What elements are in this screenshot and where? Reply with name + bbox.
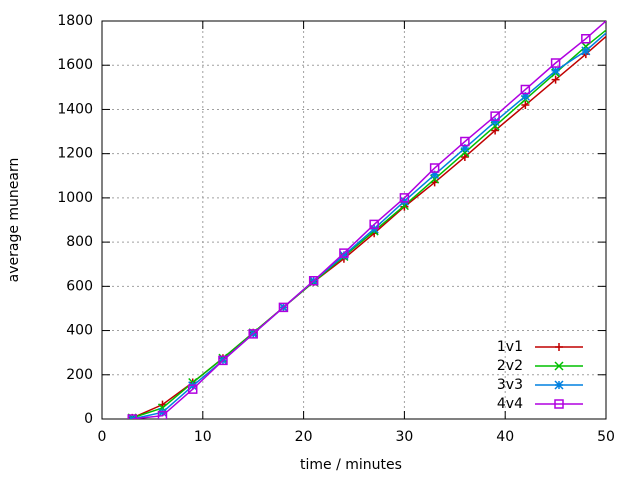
legend-label: 1v1 [497, 339, 523, 355]
y-axis-label: average munearn [6, 158, 22, 283]
point-marker [581, 33, 591, 44]
point-marker [490, 111, 500, 121]
point-marker [248, 329, 258, 339]
point-marker [612, 20, 620, 28]
point-marker [550, 58, 561, 68]
point-marker [218, 355, 228, 366]
point-marker [339, 250, 349, 260]
point-marker [521, 101, 530, 110]
point-marker [308, 276, 319, 286]
x-tick-label: 20 [295, 429, 313, 445]
point-marker [460, 143, 470, 153]
legend-marker [554, 399, 564, 409]
point-marker [430, 170, 440, 180]
point-marker [339, 248, 349, 258]
series-line [131, 35, 606, 419]
y-tick-label: 1200 [57, 146, 93, 162]
legend-label: 3v3 [497, 377, 523, 393]
x-tick-label: 0 [98, 429, 107, 445]
point-marker [612, 8, 620, 16]
point-marker [399, 193, 410, 203]
legend-marker [555, 343, 563, 351]
y-tick-label: 1600 [57, 57, 93, 73]
legend-marker [554, 380, 564, 390]
x-tick-label: 50 [597, 429, 615, 445]
point-marker [520, 91, 530, 101]
y-tick-label: 400 [66, 323, 93, 339]
x-tick-label: 30 [395, 429, 413, 445]
series-line [132, 21, 606, 419]
point-marker [612, 18, 620, 26]
point-marker [460, 152, 469, 161]
y-tick-label: 800 [66, 234, 93, 250]
y-tick-label: 1800 [57, 13, 93, 29]
legend-label: 4v4 [497, 396, 523, 412]
plot-area [127, 8, 620, 419]
point-marker [490, 117, 500, 127]
point-marker [278, 302, 289, 313]
point-marker [520, 84, 531, 95]
x-axis-label: time / minutes [300, 457, 402, 473]
point-marker [460, 136, 470, 147]
y-tick-label: 200 [66, 367, 93, 383]
point-marker [127, 414, 137, 419]
point-marker [187, 384, 198, 394]
y-tick-label: 1400 [57, 101, 93, 117]
x-tick-label: 10 [194, 429, 212, 445]
point-marker [491, 126, 500, 135]
point-marker [157, 410, 168, 419]
point-marker [551, 75, 560, 84]
point-marker [612, 24, 620, 32]
point-marker [581, 46, 591, 56]
plot-border [101, 20, 607, 420]
legend-label: 2v2 [497, 358, 523, 374]
legend-marker [554, 361, 564, 371]
y-tick-label: 600 [66, 278, 93, 294]
y-tick-label: 1000 [57, 190, 93, 206]
point-marker [369, 219, 379, 230]
point-marker [429, 163, 440, 173]
y-tick-label: 0 [84, 411, 93, 427]
x-tick-label: 40 [496, 429, 514, 445]
point-marker [551, 66, 561, 76]
